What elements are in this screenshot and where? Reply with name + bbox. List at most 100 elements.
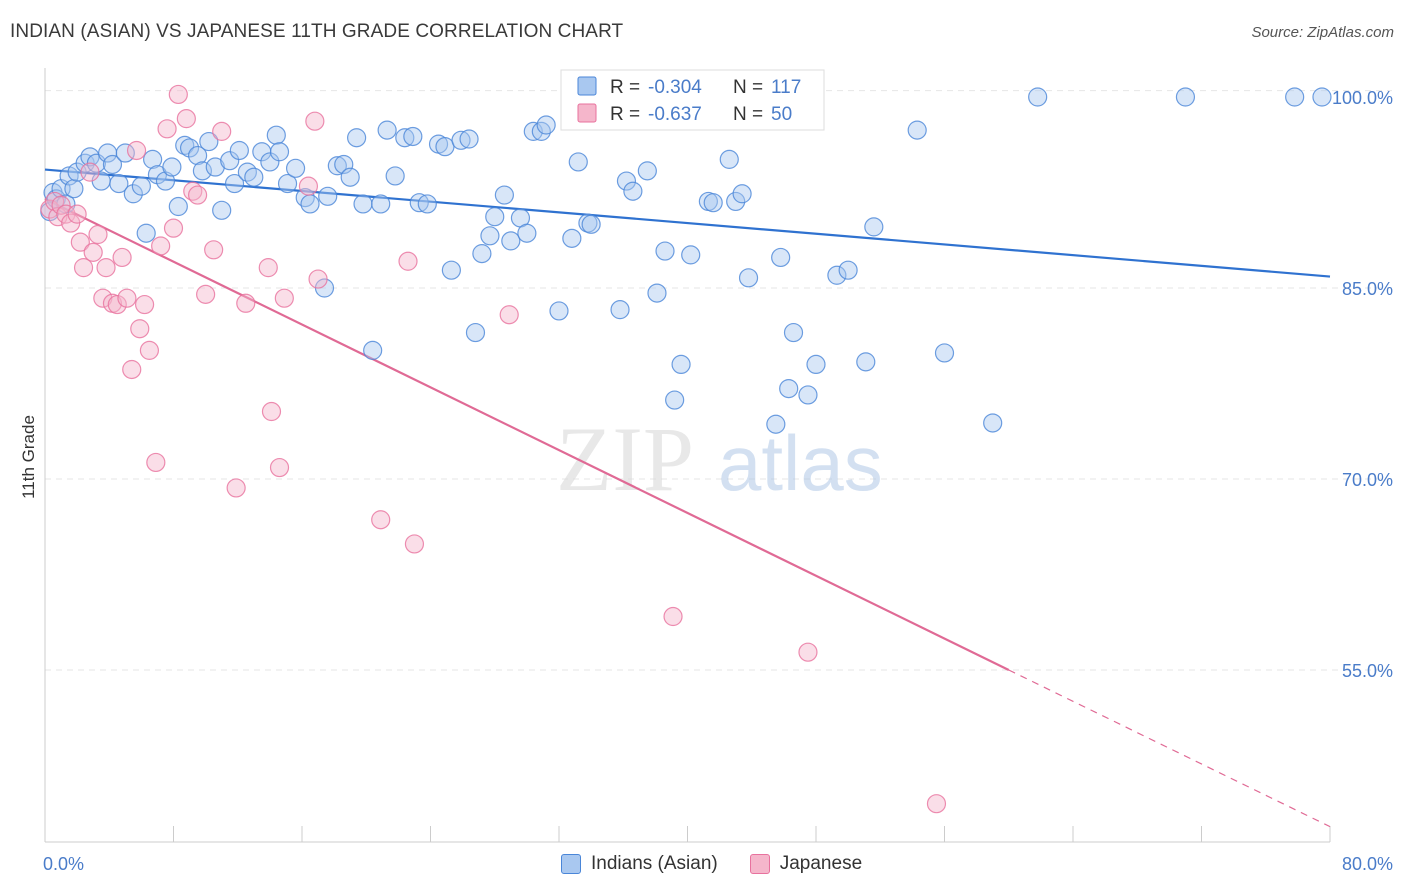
point-japanese: [926, 794, 947, 814]
point-indians: [459, 129, 479, 149]
legend-item-japanese[interactable]: Japanese: [749, 853, 863, 875]
point-indians: [501, 231, 521, 251]
point-indians: [536, 115, 556, 135]
point-indians: [143, 149, 163, 169]
point-japanese: [134, 294, 155, 315]
point-japanese: [80, 162, 100, 182]
point-indians: [1285, 87, 1305, 107]
point-indians: [864, 217, 884, 237]
point-indians: [726, 191, 746, 212]
point-indians: [581, 214, 601, 234]
point-indians: [260, 152, 280, 172]
point-indians: [827, 265, 847, 285]
point-indians: [220, 151, 240, 171]
point-indians: [562, 228, 582, 248]
point-indians: [435, 137, 455, 157]
point-indians: [371, 194, 391, 214]
point-japanese: [798, 642, 818, 662]
stats-n-label-2: N =: [733, 104, 763, 125]
point-indians: [300, 194, 320, 214]
point-japanese: [139, 340, 160, 360]
point-indians: [665, 390, 685, 410]
trend-line-indians: [44, 168, 1331, 278]
point-indians: [856, 352, 876, 372]
point-indians: [64, 179, 84, 199]
point-indians: [347, 128, 367, 148]
point-japanese: [126, 140, 147, 161]
point-japanese: [204, 240, 224, 260]
point-indians: [409, 193, 429, 213]
point-indians: [266, 125, 286, 145]
point-indians: [472, 244, 492, 264]
point-indians: [269, 142, 290, 162]
chart-title: INDIAN (ASIAN) VS JAPANESE 11TH GRADE CO…: [10, 21, 624, 42]
legend-swatch-blue: [561, 854, 581, 874]
point-indians: [377, 120, 397, 140]
point-indians: [224, 173, 245, 194]
stats-swatch-pink: [577, 103, 597, 123]
point-indians: [806, 354, 826, 374]
point-indians: [647, 283, 667, 303]
point-indians: [199, 131, 219, 152]
point-indians: [277, 173, 298, 194]
point-indians: [212, 200, 232, 220]
point-japanese: [157, 119, 177, 139]
point-indians: [403, 126, 423, 147]
point-japanese: [176, 109, 196, 129]
y-tick-label: 55.0%: [1342, 661, 1393, 681]
point-indians: [568, 152, 588, 172]
point-indians: [779, 378, 799, 399]
point-indians: [192, 161, 213, 181]
point-indians: [353, 194, 373, 214]
point-indians: [480, 226, 500, 246]
point-indians: [578, 213, 598, 233]
point-indians: [838, 260, 858, 280]
point-indians: [465, 322, 486, 343]
tick-labels: 100.0% 85.0% 70.0% 55.0% 0.0% 80.0%: [43, 88, 1393, 874]
stats-n-value-2: 50: [771, 104, 792, 125]
point-japanese: [187, 185, 208, 205]
stats-r-label-1: R =: [610, 77, 640, 98]
legend-label-japanese: Japanese: [779, 853, 863, 874]
point-japanese: [398, 251, 418, 271]
point-japanese: [371, 510, 391, 530]
point-indians: [494, 185, 514, 205]
point-japanese: [70, 232, 90, 252]
point-japanese: [122, 359, 142, 380]
point-indians: [783, 322, 804, 343]
stats-swatch-blue: [577, 76, 597, 96]
point-indians: [1175, 87, 1196, 107]
point-japanese: [226, 478, 246, 498]
stats-legend-box: R = -0.304 N = 117 R = -0.637 N = 50: [560, 69, 825, 131]
point-indians: [655, 241, 675, 261]
stats-r-value-2: -0.637: [648, 104, 702, 125]
point-japanese: [151, 236, 171, 256]
point-indians: [485, 207, 505, 227]
point-indians: [441, 260, 461, 280]
point-japanese: [663, 606, 683, 627]
point-indians: [983, 413, 1003, 433]
point-indians: [771, 247, 791, 268]
point-indians: [451, 130, 471, 150]
point-indians: [244, 167, 264, 187]
legend-swatch-pink: [749, 854, 770, 874]
point-indians: [637, 161, 657, 181]
point-indians: [681, 245, 701, 265]
point-japanese: [73, 258, 94, 278]
point-indians: [123, 184, 143, 204]
bottom-legend: Indians (Asian) Japanese: [561, 853, 894, 875]
point-indians: [237, 162, 257, 182]
legend-label-indians: Indians (Asian): [591, 853, 718, 874]
point-indians: [109, 173, 129, 194]
point-indians: [285, 158, 306, 178]
point-indians: [517, 223, 537, 243]
point-indians: [205, 157, 225, 177]
point-indians: [385, 166, 405, 186]
point-japanese: [83, 242, 103, 262]
legend-item-indians[interactable]: Indians (Asian): [561, 853, 718, 875]
point-japanese: [236, 293, 256, 313]
point-japanese: [112, 247, 132, 268]
point-indians: [318, 186, 338, 206]
point-japanese: [67, 204, 87, 224]
